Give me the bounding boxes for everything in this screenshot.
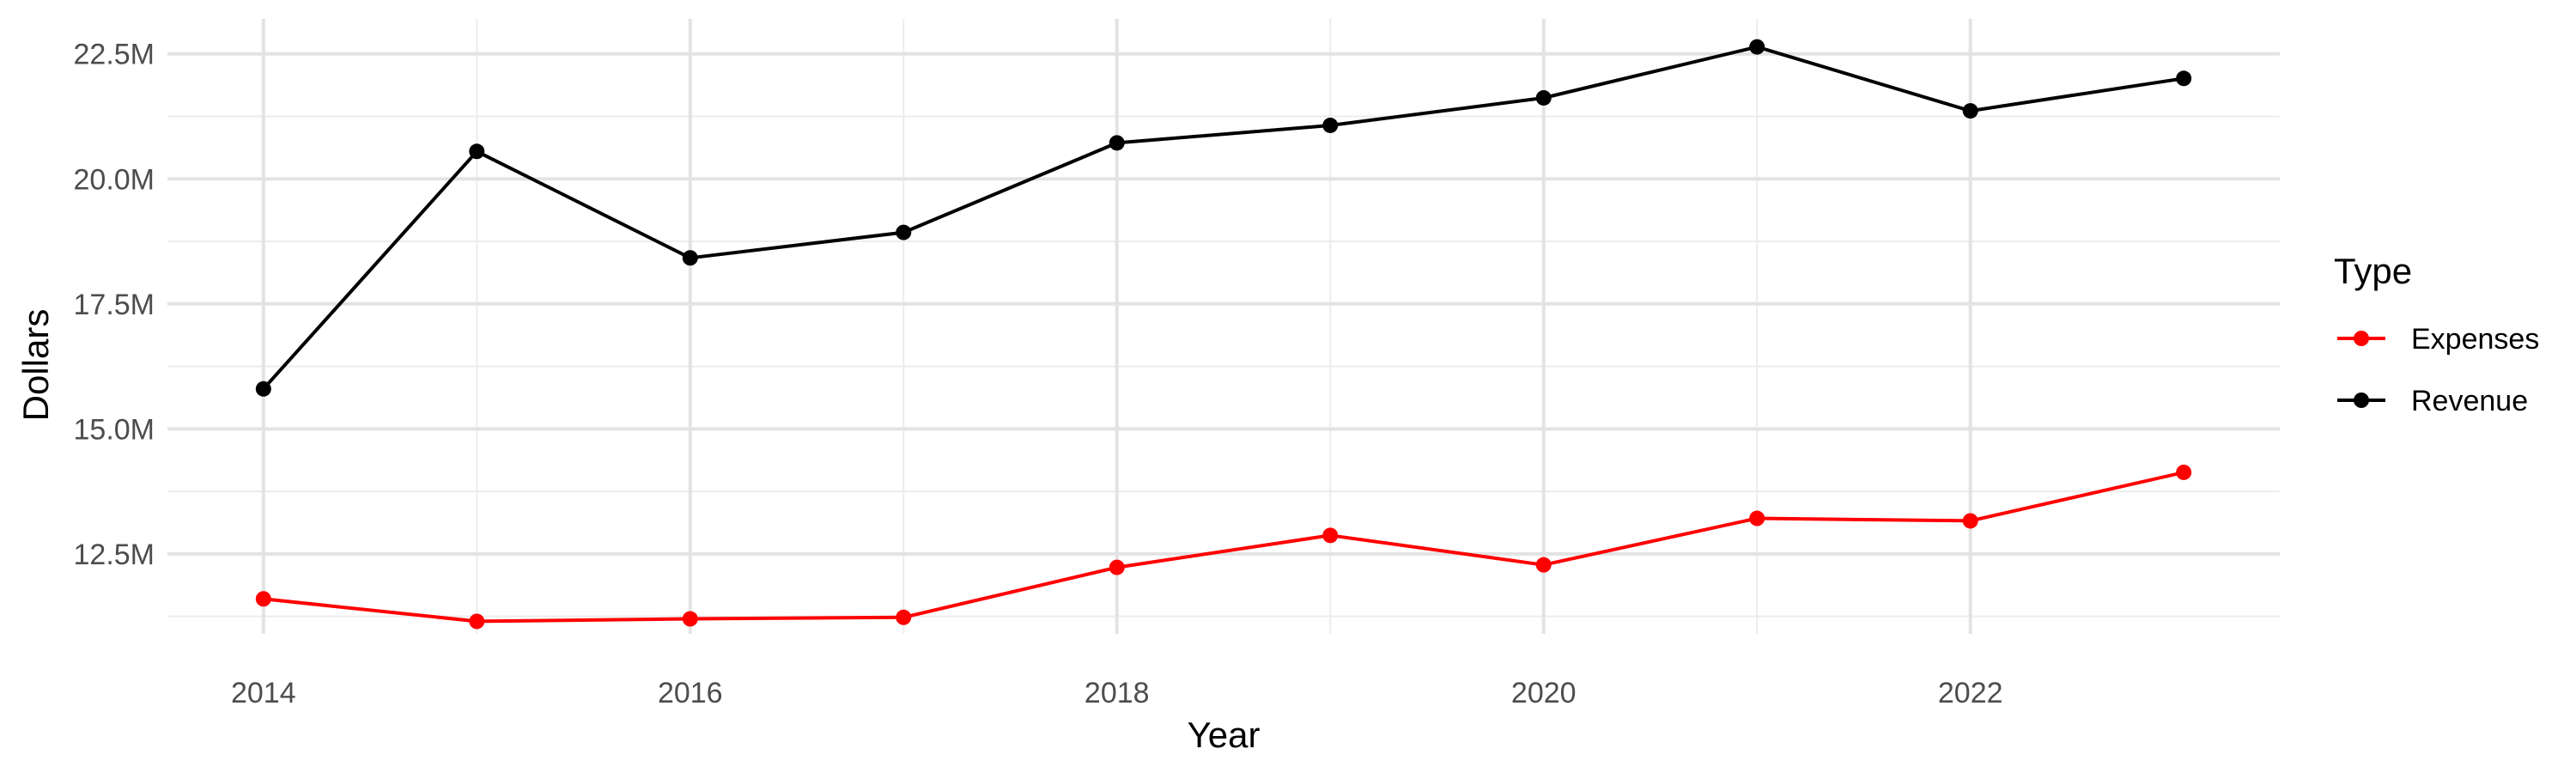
legend-items: Expenses Revenue xyxy=(2337,323,2539,417)
data-point xyxy=(896,224,912,240)
series-revenue xyxy=(255,39,2192,397)
legend-item-revenue: Revenue xyxy=(2337,385,2528,417)
data-point xyxy=(1535,557,1552,573)
data-point xyxy=(1749,510,1765,526)
data-point xyxy=(1109,135,1125,151)
data-point xyxy=(682,611,698,627)
data-point xyxy=(682,250,698,266)
y-tick-label: 17.5M xyxy=(74,289,155,321)
y-tick-label: 20.0M xyxy=(74,163,155,196)
x-axis-title: Year xyxy=(1188,715,1261,755)
legend-label: Revenue xyxy=(2411,385,2528,417)
data-point xyxy=(255,591,271,607)
data-point xyxy=(896,609,912,625)
x-tick-label: 2020 xyxy=(1511,677,1577,709)
series-line xyxy=(263,471,2184,624)
data-point xyxy=(2176,464,2192,480)
data-point xyxy=(1322,527,1339,544)
data-point xyxy=(1109,559,1125,575)
x-tick-label: 2022 xyxy=(1938,677,2003,709)
legend-key-point xyxy=(2354,393,2369,408)
data-point xyxy=(469,143,485,160)
y-tick-label: 12.5M xyxy=(74,539,155,571)
series-expenses xyxy=(255,464,2192,630)
legend-title: Type xyxy=(2334,251,2412,291)
data-point xyxy=(1962,513,1978,529)
legend-label: Expenses xyxy=(2411,323,2539,356)
x-tick-label: 2014 xyxy=(231,677,296,709)
data-point xyxy=(1749,39,1765,55)
y-tick-label: 15.0M xyxy=(74,413,155,446)
y-tick-label: 22.5M xyxy=(74,39,155,71)
x-tick-label: 2018 xyxy=(1084,677,1150,709)
data-point xyxy=(469,613,485,630)
legend: Type Expenses Revenue xyxy=(2334,251,2539,417)
legend-key-point xyxy=(2354,331,2369,346)
data-point xyxy=(1535,89,1552,106)
gridlines xyxy=(167,19,2280,634)
y-axis-ticks: 12.5M 15.0M 17.5M 20.0M 22.5M xyxy=(74,39,155,571)
data-point xyxy=(1962,103,1978,119)
x-tick-label: 2016 xyxy=(658,677,723,709)
data-point xyxy=(255,380,271,397)
data-point xyxy=(1322,117,1339,133)
series-line xyxy=(262,45,2184,391)
x-axis-ticks: 2014 2016 2018 2020 2022 xyxy=(231,677,2003,709)
y-axis-title: Dollars xyxy=(15,309,56,422)
legend-item-expenses: Expenses xyxy=(2337,323,2539,356)
series-layer xyxy=(255,39,2192,630)
data-point xyxy=(2176,70,2192,87)
